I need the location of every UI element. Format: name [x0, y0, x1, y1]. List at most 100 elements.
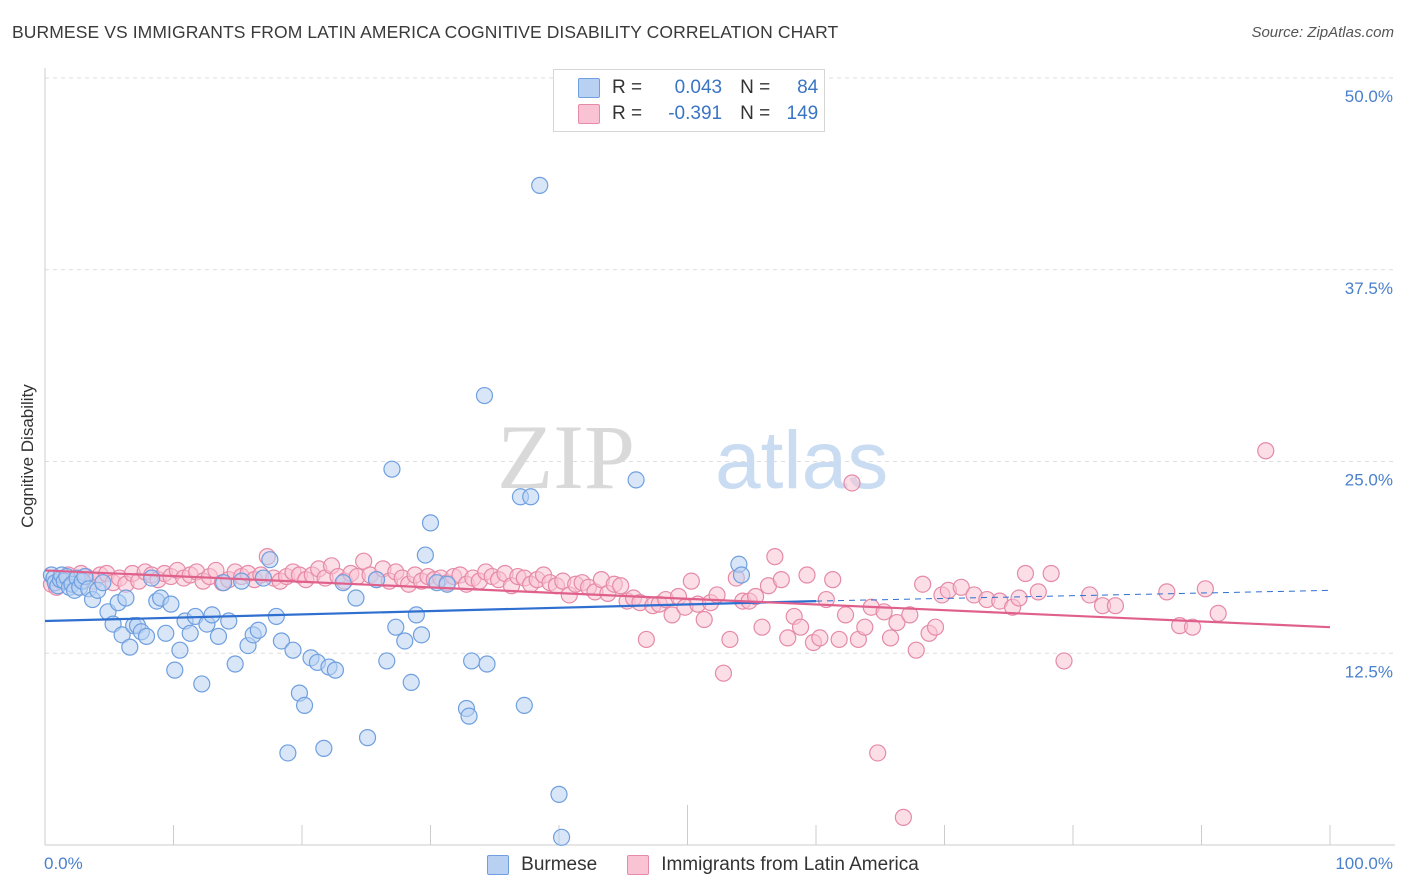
legend-r-value: -0.391 [668, 103, 723, 124]
burmese-point [121, 638, 139, 656]
latin-america-point [914, 575, 932, 593]
watermark-atlas: atlas [715, 415, 888, 506]
latin-america-point [612, 577, 630, 595]
burmese-point [137, 627, 156, 645]
burmese-point [460, 707, 478, 725]
legend-item-burmese[interactable]: Burmese [487, 854, 597, 876]
legend-r-label: R = [612, 77, 643, 98]
burmese-trend-line [44, 599, 817, 623]
burmese-point [315, 739, 333, 757]
burmese-trend-extension [815, 589, 1331, 602]
burmese-point [209, 627, 228, 645]
y-tick-label: 12.5% [1345, 662, 1393, 681]
latin-america-point [952, 578, 970, 596]
y-tick-label: 37.5% [1345, 279, 1393, 298]
burmese-point [531, 176, 549, 194]
latin-america-point [811, 629, 829, 647]
burmese-point [261, 551, 279, 569]
legend-row-latin-america: R = -0.391 N = 149 [578, 101, 818, 127]
latin-america-point [836, 606, 855, 624]
trend-lines [44, 569, 1331, 629]
latin-america-point [1183, 618, 1202, 636]
latin-america-point [663, 606, 681, 624]
latin-america-point [355, 552, 373, 570]
burmese-point [181, 624, 199, 642]
legend-n-value: 149 [786, 103, 819, 124]
x-tick-labels: 0.0% 100.0% [44, 854, 1393, 873]
burmese-point [421, 514, 440, 532]
burmese-point [412, 626, 431, 644]
legend-label-latin-america: Immigrants from Latin America [661, 854, 919, 875]
watermark: ZIP atlas [497, 406, 888, 508]
latin-america-point [869, 744, 887, 762]
y-tick-label: 50.0% [1345, 87, 1393, 106]
latin-america-point [907, 641, 925, 659]
burmese-point [295, 696, 314, 715]
latin-america-point [881, 629, 900, 647]
latin-america-point [714, 664, 733, 682]
burmese-point [284, 641, 302, 659]
burmese-point [550, 785, 568, 803]
burmese-point [157, 624, 175, 642]
x-tick-label: 0.0% [44, 854, 83, 873]
series-legend: Burmese Immigrants from Latin America [0, 852, 1406, 878]
latin-america-point [682, 572, 700, 590]
burmese-point [552, 828, 571, 846]
latin-america-point [1042, 564, 1060, 583]
latin-america-point [894, 808, 912, 826]
burmese-point [193, 675, 211, 693]
latin-america-point [856, 618, 874, 636]
burmese-point [416, 546, 434, 564]
legend-n-label: N = [740, 77, 771, 98]
legend-r-label: R = [612, 103, 643, 124]
burmese-point [143, 569, 161, 587]
burmese-point [522, 488, 540, 506]
burmese-point [249, 621, 267, 639]
chart-title: BURMESE VS IMMIGRANTS FROM LATIN AMERICA… [12, 22, 839, 42]
latin-america-point [1016, 564, 1035, 583]
latin-america-point [695, 610, 713, 629]
legend-r-value: 0.043 [674, 77, 723, 98]
latin-america-point [1106, 597, 1125, 615]
latin-america-point [1010, 589, 1028, 607]
burmese-point [478, 655, 496, 673]
legend-swatch-latin-america [578, 104, 600, 124]
x-tick-label: 100.0% [1335, 854, 1393, 873]
legend-swatch-burmese [578, 78, 600, 98]
latin-america-point [926, 618, 945, 636]
latin-america-point [753, 618, 771, 636]
burmese-point [233, 572, 251, 590]
burmese-point [383, 460, 401, 478]
legend-item-latin-america[interactable]: Immigrants from Latin America [627, 854, 919, 876]
legend-label-burmese: Burmese [521, 854, 598, 875]
series-burmese-points [42, 176, 751, 846]
latin-america-point [1029, 583, 1047, 601]
burmese-point [162, 595, 180, 613]
legend-swatch-burmese [487, 855, 510, 875]
burmese-point [515, 696, 533, 715]
burmese-point [267, 607, 285, 626]
axes [44, 68, 1395, 846]
latin-america-point [1257, 442, 1275, 460]
latin-america-point [817, 590, 835, 609]
burmese-point [117, 589, 135, 607]
latin-america-point [1158, 583, 1176, 601]
latin-america-point [637, 630, 655, 649]
burmese-point [171, 641, 189, 659]
burmese-point [166, 661, 184, 679]
burmese-point [113, 626, 131, 644]
burmese-point [272, 632, 291, 650]
burmese-point [358, 729, 377, 747]
burmese-point [732, 566, 751, 584]
burmese-point [378, 652, 396, 670]
burmese-point [367, 571, 386, 589]
latin-america-point [1209, 604, 1227, 622]
latin-america-point [1196, 580, 1214, 598]
burmese-point [475, 386, 494, 405]
latin-america-point [901, 606, 919, 624]
latin-america-point [1081, 586, 1099, 604]
latin-america-point [798, 566, 816, 584]
burmese-point [254, 569, 273, 587]
burmese-point [396, 632, 414, 650]
